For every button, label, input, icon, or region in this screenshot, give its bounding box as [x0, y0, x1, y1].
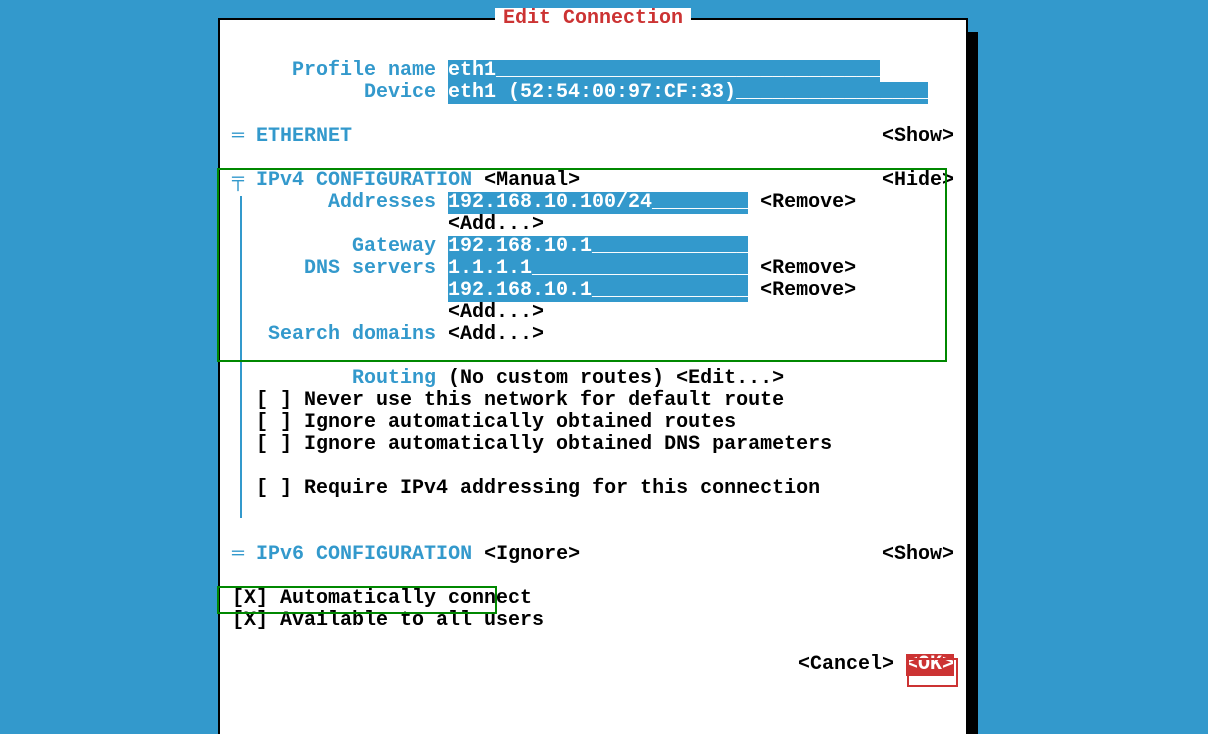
ethernet-show-button[interactable]: <Show> [882, 126, 954, 148]
require-ipv4-checkbox[interactable]: [ ] [256, 477, 304, 500]
dialog-title: Edit Connection [495, 8, 691, 30]
auto-connect-highlight [217, 586, 497, 614]
ipv6-toggle-icon[interactable]: ═ [232, 543, 244, 566]
ipv6-mode-select[interactable]: <Ignore> [484, 543, 580, 566]
profile-name-input[interactable]: eth1________________________________ [448, 60, 880, 82]
ipv6-section: IPv6 CONFIGURATION [256, 543, 472, 566]
ipv4-highlight-box [217, 168, 947, 362]
routing-label: Routing [232, 368, 436, 390]
profile-name-label: Profile name [232, 60, 436, 82]
ethernet-toggle-icon[interactable]: ═ [232, 125, 244, 148]
device-label: Device [232, 82, 436, 104]
routing-text: (No custom routes) [448, 367, 664, 390]
never-default-checkbox[interactable]: [ ] [256, 389, 304, 412]
device-input[interactable]: eth1 (52:54:00:97:CF:33)________________ [448, 82, 928, 104]
ignore-routes-checkbox[interactable]: [ ] [256, 411, 304, 434]
ignore-dns-checkbox[interactable]: [ ] [256, 433, 304, 456]
ignore-routes-label: Ignore automatically obtained routes [304, 411, 736, 434]
ok-focus-box [907, 658, 958, 687]
require-ipv4-label: Require IPv4 addressing for this connect… [304, 477, 820, 500]
routing-edit-button[interactable]: <Edit...> [676, 367, 784, 390]
ethernet-section: ETHERNET [256, 125, 352, 148]
cancel-button[interactable]: <Cancel> [798, 653, 894, 676]
ignore-dns-label: Ignore automatically obtained DNS parame… [304, 433, 832, 456]
never-default-label: Never use this network for default route [304, 389, 784, 412]
ipv6-show-button[interactable]: <Show> [882, 544, 954, 566]
